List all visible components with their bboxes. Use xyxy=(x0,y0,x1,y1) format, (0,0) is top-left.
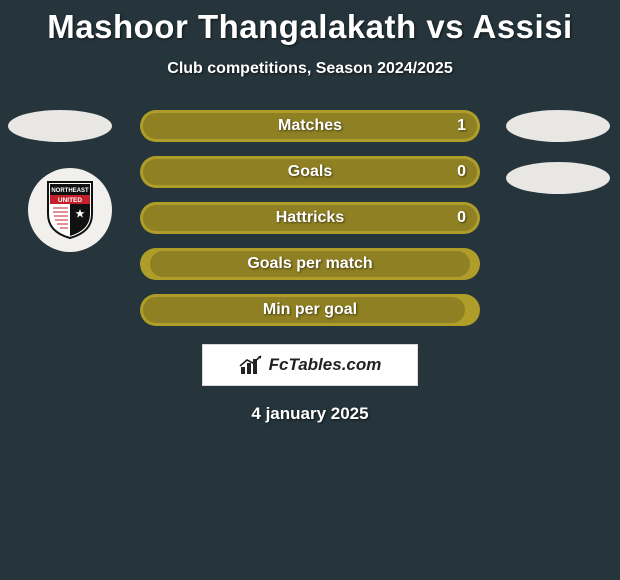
club-badge: NORTHEAST UNITED xyxy=(28,168,112,252)
northeast-united-crest: NORTHEAST UNITED xyxy=(44,180,96,240)
stat-bar: Goals 0 xyxy=(140,156,480,188)
bar-label: Min per goal xyxy=(263,301,357,319)
brand-box[interactable]: FcTables.com xyxy=(202,344,418,386)
page-title: Mashoor Thangalakath vs Assisi xyxy=(0,0,620,46)
player-slot-right-2 xyxy=(506,162,610,194)
bar-value: 0 xyxy=(457,209,466,227)
bar-label: Matches xyxy=(278,117,342,135)
player-slot-right-1 xyxy=(506,110,610,142)
comparison-stage: NORTHEAST UNITED Matches1Goals0Hat xyxy=(0,110,620,326)
stat-bar: Hattricks 0 xyxy=(140,202,480,234)
bar-value: 0 xyxy=(457,163,466,181)
stat-bar: Min per goal xyxy=(140,294,480,326)
player-slot-left-1 xyxy=(8,110,112,142)
crest-text-top: NORTHEAST xyxy=(51,188,89,194)
date-text: 4 january 2025 xyxy=(0,404,620,424)
crest-text-bottom: UNITED xyxy=(58,197,83,204)
stat-bar: Goals per match xyxy=(140,248,480,280)
bar-chart-icon xyxy=(239,354,263,376)
subtitle: Club competitions, Season 2024/2025 xyxy=(0,60,620,78)
brand-text: FcTables.com xyxy=(269,355,382,375)
bar-label: Goals xyxy=(288,163,332,181)
stat-bar: Matches 1 xyxy=(140,110,480,142)
bar-value: 1 xyxy=(457,117,466,135)
stat-bars: Matches 1 Goals 0 Hattricks 0 Goals per match M… xyxy=(140,110,480,326)
bar-label: Goals per match xyxy=(247,255,372,273)
bar-label: Hattricks xyxy=(276,209,344,227)
